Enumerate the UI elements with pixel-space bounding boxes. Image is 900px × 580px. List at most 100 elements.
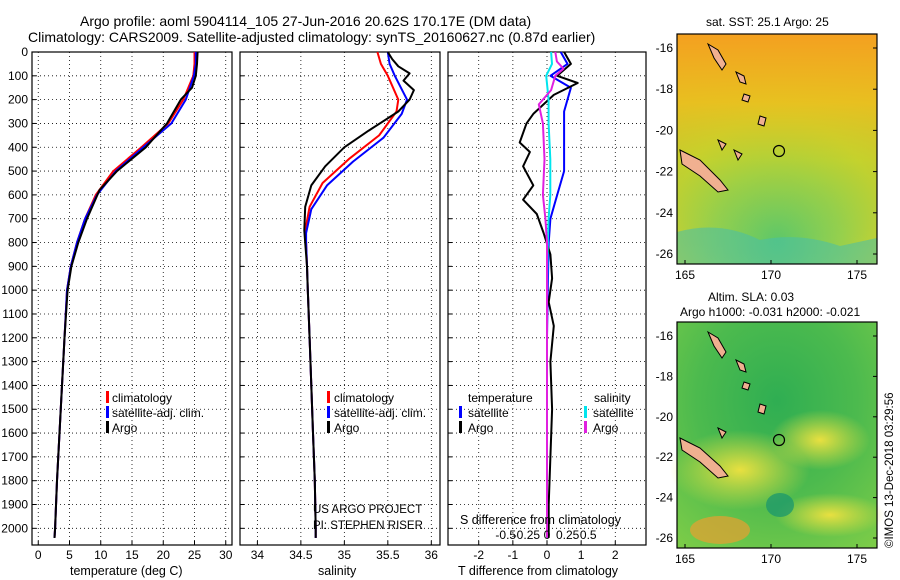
series-line-argo [303, 51, 415, 538]
legend-t-satellite: satellite [468, 406, 509, 420]
legend-sal-climatology: climatology [334, 391, 394, 405]
pi-annotation: PI: STEPHEN RISER [313, 520, 423, 532]
map-lat-label: -22 [656, 450, 674, 464]
legend-swatch-s-satellite [584, 406, 587, 418]
sla-high-patch-2 [770, 410, 870, 470]
map-lon-label: 165 [675, 268, 695, 282]
map-lat-label: -16 [656, 329, 674, 343]
sst-map-title: sat. SST: 25.1 Argo: 25 [706, 15, 829, 29]
loyalty-island-2 [733, 148, 743, 162]
depth-tick-label: 200 [8, 93, 28, 107]
x-tick-label: 5 [66, 548, 73, 562]
x-tick-label: 30 [219, 548, 233, 562]
depth-tick-label: 1600 [1, 426, 28, 440]
vanuatu-island-1 [706, 330, 727, 359]
depth-tick-label: 800 [8, 236, 28, 250]
s-diff-tick-label: 0.25 [556, 528, 580, 542]
legend-swatch-climatology [327, 391, 330, 403]
legend-swatch-t-argo [459, 421, 462, 433]
title-line-2: Climatology: CARS2009. Satellite-adjuste… [28, 29, 595, 45]
sla-low-patch [766, 493, 794, 517]
legend-swatch-s-argo [584, 421, 587, 433]
vanuatu-island-4 [757, 115, 767, 127]
x-tick-label: 34.5 [289, 548, 313, 562]
x-tick-label: 10 [94, 548, 108, 562]
map-lon-label: 170 [761, 552, 781, 566]
s-diff-tick-label: 0 [544, 528, 551, 542]
loyalty-island-1 [717, 138, 727, 152]
temperature-xlabel: temperature (deg C) [70, 564, 183, 578]
legend-temp-argo: Argo [112, 421, 138, 435]
depth-tick-label: 100 [8, 69, 28, 83]
loyalty-island-1 [717, 426, 727, 440]
x-tick-label: 34 [251, 548, 265, 562]
legend-swatch-t-satellite [459, 406, 462, 418]
x-tick-label: 25 [188, 548, 202, 562]
legend-temperature-title: temperature [468, 391, 533, 405]
map-lat-label: -16 [656, 41, 674, 55]
vanuatu-island-1 [706, 42, 727, 71]
depth-tick-label: 500 [8, 164, 28, 178]
argo-location-marker [772, 144, 786, 158]
depth-tick-label: 300 [8, 116, 28, 130]
map-lat-label: -26 [656, 247, 674, 261]
series-line-t-argo [518, 51, 579, 538]
vanuatu-island-4 [757, 403, 767, 415]
sla-map-title-1: Altim. SLA: 0.03 [708, 290, 794, 304]
map-lon-label: 165 [675, 552, 695, 566]
title-line-1: Argo profile: aoml 5904114_105 27-Jun-20… [80, 13, 531, 29]
vanuatu-island-2 [735, 358, 747, 373]
s-diff-xlabel: S difference from climatology [460, 513, 622, 527]
x-tick-label: 35.5 [376, 548, 400, 562]
legend-swatch-argo [106, 421, 109, 433]
salinity-panel [239, 51, 441, 546]
depth-tick-label: 1500 [1, 402, 28, 416]
temperature-panel [31, 51, 233, 546]
imos-footer: ©IMOS 13-Dec-2018 03:29:56 [884, 392, 896, 548]
profile-lines [53, 51, 579, 538]
sla-map-frame [676, 321, 878, 549]
x-tick-label: -2 [473, 548, 484, 562]
map-lat-label: -22 [656, 165, 674, 179]
depth-tick-label: 400 [8, 140, 28, 154]
series-line-argo [53, 51, 199, 538]
grid-lines [32, 51, 646, 545]
map-lon-label: 175 [847, 552, 867, 566]
x-tick-label: 2 [612, 548, 619, 562]
argo-location-marker [772, 433, 786, 447]
x-axes: 0 5 10 15 20 25 30 34 34.5 35 35.5 36 -2 -1 0 1 2 -0.5-0.… [35, 528, 619, 562]
map-lat-label: -18 [656, 369, 674, 383]
vanuatu-island-3 [741, 381, 751, 391]
legend-swatch-satellite [106, 406, 109, 418]
legend-swatch-climatology [106, 391, 109, 403]
map-lon-label: 175 [847, 268, 867, 282]
legend-t-argo: Argo [468, 421, 494, 435]
s-diff-tick-label: -0.5 [495, 528, 516, 542]
depth-tick-label: 1700 [1, 450, 28, 464]
x-tick-label: -1 [508, 548, 519, 562]
sla-high-patch-3 [775, 493, 885, 537]
legend-swatch-satellite [327, 406, 330, 418]
difference-legend: temperature satellite Argo salinity sate… [459, 391, 634, 435]
temperature-legend: climatology satellite-adj. clim. Argo [106, 391, 204, 435]
x-tick-label: 0 [544, 548, 551, 562]
cool-water-patch [677, 227, 877, 264]
depth-tick-label: 1900 [1, 498, 28, 512]
vanuatu-island-2 [735, 70, 747, 85]
depth-tick-label: 1400 [1, 378, 28, 392]
salinity-xlabel: salinity [318, 564, 357, 578]
map-lat-label: -20 [656, 410, 674, 424]
series-line-s-argo [537, 51, 565, 538]
map-lat-label: -24 [656, 491, 674, 505]
x-tick-label: 0 [35, 548, 42, 562]
salinity-legend: climatology satellite-adj. clim. Argo [327, 391, 426, 435]
legend-temp-climatology: climatology [112, 391, 172, 405]
new-caledonia-landmass [679, 437, 729, 479]
legend-swatch-argo [327, 421, 330, 433]
map-lat-label: -18 [656, 82, 674, 96]
sla-map-title-2: Argo h1000: -0.031 h2000: -0.021 [680, 305, 860, 319]
sla-peak-patch [690, 516, 750, 544]
sst-overlay [677, 34, 877, 264]
map-lat-label: -20 [656, 123, 674, 137]
